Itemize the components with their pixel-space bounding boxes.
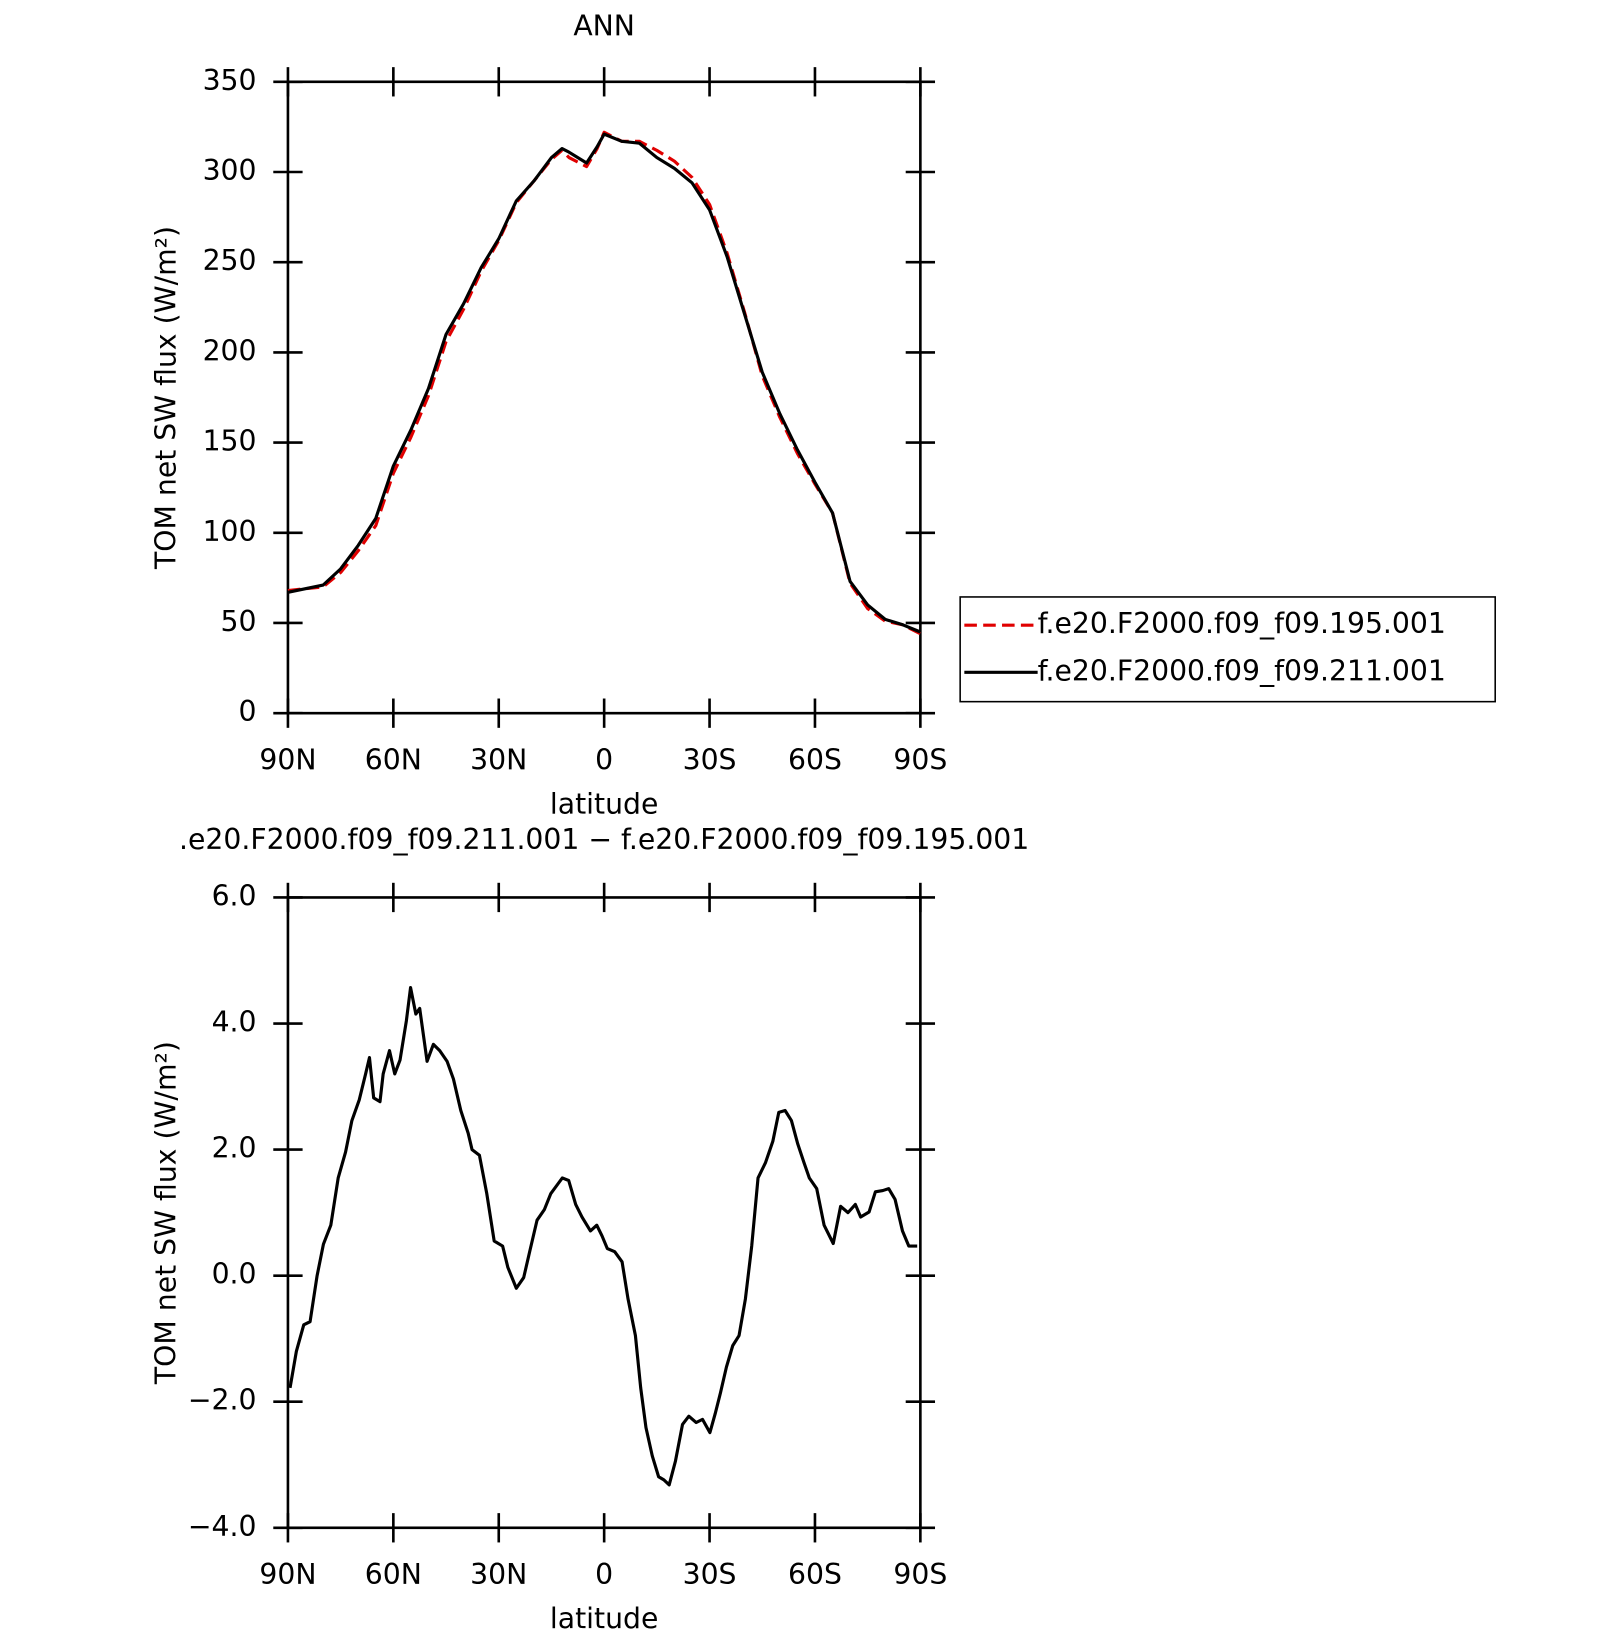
x-tick-label: 0	[595, 1558, 613, 1591]
x-tick-label: 90S	[893, 743, 947, 776]
y-axis-label: TOM net SW flux (W/m²)	[150, 1041, 183, 1385]
x-tick-label: 90N	[259, 743, 316, 776]
y-tick-label: −4.0	[188, 1510, 257, 1543]
x-tick-label: 60S	[788, 743, 842, 776]
x-tick-label: 30N	[470, 743, 527, 776]
x-tick-label: 30S	[683, 743, 737, 776]
legend-box	[959, 596, 1496, 703]
y-tick-label: 50	[221, 605, 257, 638]
data-line	[287, 130, 922, 636]
data-line	[288, 986, 918, 1487]
y-tick-label: 0	[239, 695, 257, 728]
chart-title: .e20.F2000.f09_f09.211.001 − f.e20.F2000…	[179, 823, 1029, 856]
y-tick-label: 0.0	[212, 1258, 257, 1291]
x-tick-label: 30S	[683, 1558, 737, 1591]
chart-title: ANN	[573, 9, 635, 42]
x-axis-label: latitude	[550, 787, 658, 820]
x-tick-label: 60N	[365, 743, 422, 776]
x-tick-label: 60S	[788, 1558, 842, 1591]
data-line	[287, 132, 921, 634]
y-tick-label: 6.0	[212, 879, 257, 912]
y-axis-label: TOM net SW flux (W/m²)	[150, 226, 183, 570]
x-axis-label: latitude	[550, 1602, 658, 1635]
y-tick-label: 100	[203, 515, 257, 548]
y-tick-label: 300	[203, 154, 257, 187]
y-tick-label: 250	[203, 244, 257, 277]
x-tick-label: 0	[595, 743, 613, 776]
y-tick-label: 2.0	[212, 1132, 257, 1165]
plot-frame	[286, 80, 922, 715]
legend-label: f.e20.F2000.f09_f09.195.001	[1038, 607, 1446, 640]
x-tick-label: 30N	[470, 1558, 527, 1591]
y-tick-label: 200	[203, 334, 257, 367]
y-tick-label: 4.0	[212, 1006, 257, 1039]
x-tick-label: 90S	[893, 1558, 947, 1591]
x-tick-label: 60N	[365, 1558, 422, 1591]
y-tick-label: 350	[203, 64, 257, 97]
x-tick-label: 90N	[259, 1558, 316, 1591]
y-tick-label: −2.0	[188, 1384, 257, 1417]
plot-frame	[286, 896, 922, 1530]
legend-label: f.e20.F2000.f09_f09.211.001	[1038, 654, 1446, 687]
y-tick-label: 150	[203, 425, 257, 458]
